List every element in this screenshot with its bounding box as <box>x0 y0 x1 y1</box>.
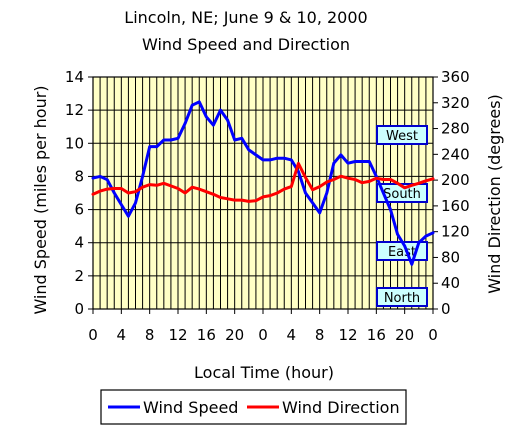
y2-tick-label: 160 <box>441 197 470 215</box>
legend-label-wind-direction: Wind Direction <box>282 398 400 417</box>
annotation-label-south: South <box>383 187 421 202</box>
x-tick-label: 20 <box>225 326 244 344</box>
y2-tick-label: 320 <box>441 94 470 112</box>
y2-tick-label: 280 <box>441 120 470 138</box>
x-tick-label: 12 <box>168 326 187 344</box>
x-tick-label: 4 <box>117 326 127 344</box>
y2-tick-label: 360 <box>441 68 470 86</box>
annotation-box-west <box>376 125 428 145</box>
annotation-label-west: West <box>386 129 418 144</box>
y2-tick-label: 40 <box>441 274 460 292</box>
x-tick-label: 0 <box>88 326 98 344</box>
y2-axis-ticks: 0 40 80 120 160 200 240 280 320 360 <box>433 68 470 318</box>
x-tick-label: 12 <box>338 326 357 344</box>
y-tick-label: 8 <box>74 167 84 185</box>
annotation-label-north: North <box>384 291 420 306</box>
legend: Wind Speed Wind Direction <box>100 389 407 425</box>
legend-label-wind-speed: Wind Speed <box>143 398 238 417</box>
y-tick-label: 10 <box>65 134 84 152</box>
x-tick-label: 8 <box>315 326 325 344</box>
y-tick-label: 0 <box>74 300 84 318</box>
y2-tick-label: 120 <box>441 223 470 241</box>
y-tick-label: 2 <box>74 267 84 285</box>
x-tick-label: 20 <box>395 326 414 344</box>
x-tick-label: 0 <box>428 326 438 344</box>
y-tick-label: 4 <box>74 234 84 252</box>
y-tick-label: 14 <box>65 68 84 86</box>
x-axis-label: Local Time (hour) <box>194 363 334 382</box>
series-line-wind-speed <box>91 100 435 266</box>
x-tick-label: 8 <box>145 326 155 344</box>
x-tick-label: 16 <box>367 326 386 344</box>
x-tick-label: 0 <box>258 326 268 344</box>
annotation-label-east: East <box>388 245 416 260</box>
y2-tick-label: 80 <box>441 248 460 266</box>
series-lines <box>91 100 435 266</box>
x-tick-label: 4 <box>287 326 297 344</box>
y-tick-label: 12 <box>65 101 84 119</box>
y2-axis-label: Wind Direction (degrees) <box>485 94 504 294</box>
y-axis-ticks: 0 2 4 6 8 10 12 14 <box>65 68 93 318</box>
y2-tick-label: 200 <box>441 171 470 189</box>
direction-annotations: West South East North <box>376 125 428 307</box>
series-line-wind-direction <box>91 161 435 203</box>
annotation-box-south <box>376 183 428 203</box>
y-tick-label: 6 <box>74 201 84 219</box>
chart-title: Lincoln, NE; June 9 & 10, 2000 <box>124 8 367 27</box>
chart-subtitle: Wind Speed and Direction <box>142 35 350 54</box>
x-axis-ticks: 0 4 8 12 16 20 0 4 8 12 16 20 0 <box>88 309 438 344</box>
annotation-box-north <box>376 287 428 307</box>
y-axis-label: Wind Speed (miles per hour) <box>31 85 50 314</box>
x-tick-label: 16 <box>197 326 216 344</box>
y2-tick-label: 240 <box>441 145 470 163</box>
y2-tick-label: 0 <box>441 300 451 318</box>
